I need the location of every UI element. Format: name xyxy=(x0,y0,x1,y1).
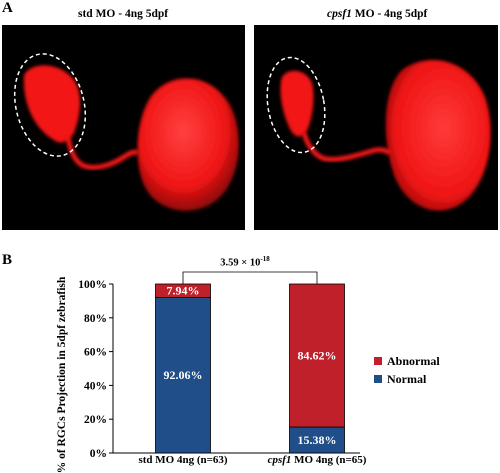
legend-item-normal: Normal xyxy=(374,370,440,388)
data-label-abnormal: 7.94% xyxy=(167,284,200,298)
left-micrograph xyxy=(2,25,245,230)
right-micrograph xyxy=(254,25,498,230)
y-tick-label: 100% xyxy=(78,279,107,291)
panel-b-letter: B xyxy=(2,252,13,268)
legend-item-abnormal: Abnormal xyxy=(374,352,440,370)
y-tick-label: 0% xyxy=(90,448,107,460)
data-label-normal: 92.06% xyxy=(164,368,203,382)
data-label-normal: 15.38% xyxy=(298,433,337,447)
y-tick-label: 20% xyxy=(84,414,107,426)
significance-bracket xyxy=(182,271,318,284)
legend-label-normal: Normal xyxy=(387,371,427,386)
y-tick-label: 80% xyxy=(84,313,107,325)
retina-shape xyxy=(23,65,81,143)
tectum-shape xyxy=(385,60,491,211)
right-image-title: cpsf1 MO - 4ng 5dpf xyxy=(327,8,428,20)
y-tick-label: 60% xyxy=(84,347,107,359)
y-tick-label: 40% xyxy=(84,380,107,392)
legend-swatch-abnormal xyxy=(374,357,382,365)
dashed-ellipse-left xyxy=(13,53,87,157)
panel-a-letter: A xyxy=(2,0,13,16)
bar-normal xyxy=(289,426,345,454)
retina-shape xyxy=(280,70,314,137)
legend-label-abnormal: Abnormal xyxy=(387,353,440,368)
legend: Abnormal Normal xyxy=(374,352,440,388)
dashed-ellipse-right xyxy=(266,56,326,154)
category-label-std: std MO 4ng (n=63) xyxy=(138,454,228,466)
bar-normal xyxy=(155,297,211,454)
data-label-abnormal: 84.62% xyxy=(298,349,337,363)
legend-swatch-normal xyxy=(374,375,382,383)
p-value-label: 3.59 × 10-18 xyxy=(218,255,272,269)
tectum-shape xyxy=(137,78,239,211)
left-image-title: std MO - 4ng 5dpf xyxy=(78,8,169,20)
category-label-cpsf1: cpsf1 MO 4ng (n=65) xyxy=(267,454,367,466)
stacked-bar-chart: 0% 20% 40% 60% 80% 100% 92.06% 7.94% 15.38% 84.62… xyxy=(78,271,360,460)
